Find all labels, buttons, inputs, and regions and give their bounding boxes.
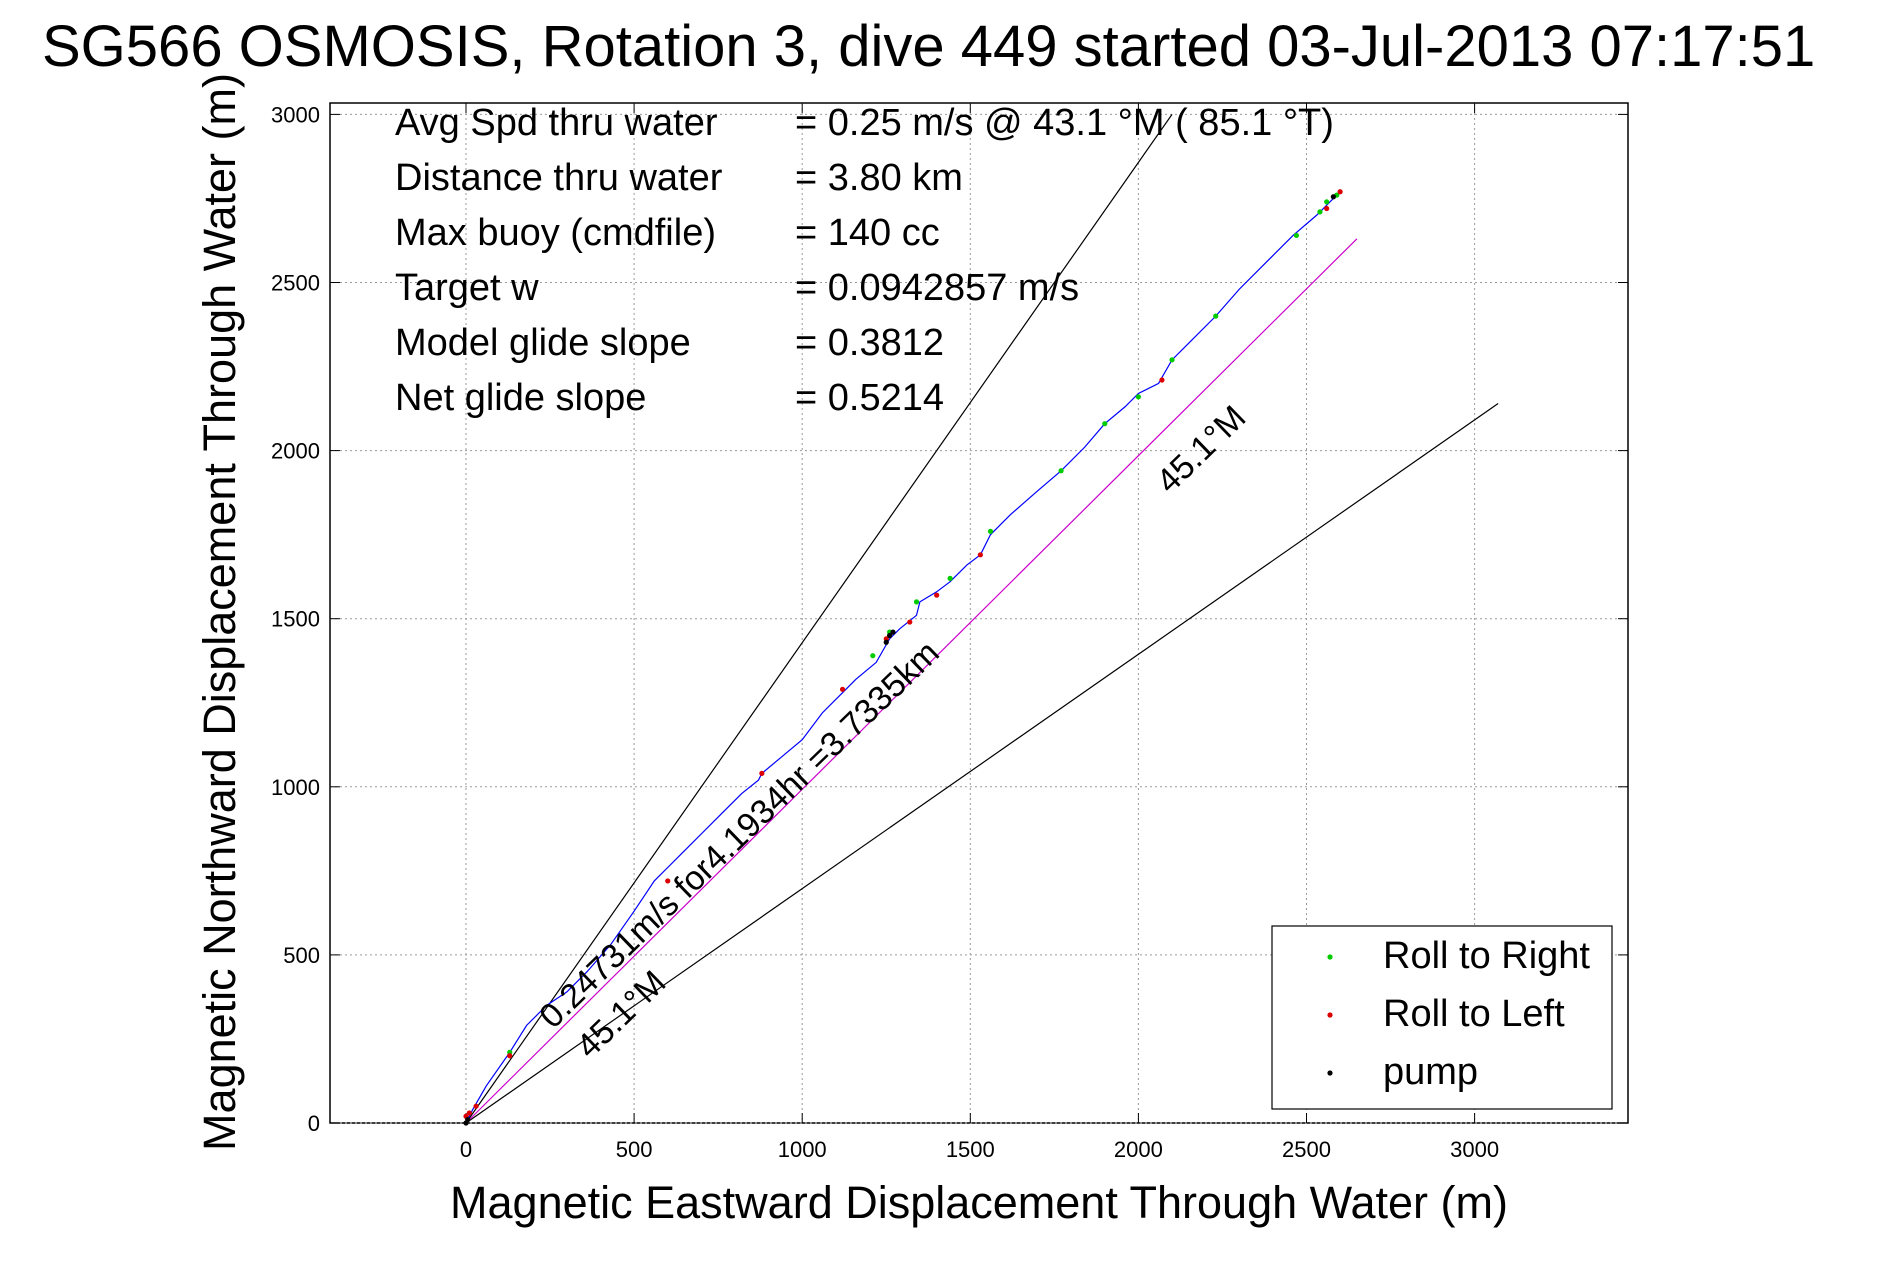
stat-label: Distance thru water bbox=[395, 157, 723, 199]
x-tick-label: 2500 bbox=[1282, 1137, 1331, 1162]
data-point-roll-to-left bbox=[473, 1103, 479, 1109]
legend-marker-roll-to-left bbox=[1327, 1012, 1333, 1018]
x-axis-label: Magnetic Eastward Displacement Through W… bbox=[450, 1177, 1508, 1228]
data-point-roll-to-left bbox=[1337, 189, 1343, 195]
data-point-roll-to-right bbox=[1102, 421, 1108, 427]
stats-block: Avg Spd thru water = 0.25 m/s @ 43.1 °M (… bbox=[395, 102, 1334, 419]
x-tick-label: 1500 bbox=[946, 1137, 995, 1162]
data-point-roll-to-right bbox=[1317, 209, 1323, 215]
data-point-roll-to-left bbox=[839, 686, 846, 692]
data-point-roll-to-left bbox=[1159, 377, 1165, 383]
data-point-pump bbox=[890, 629, 896, 635]
data-point-roll-to-right bbox=[987, 528, 994, 534]
legend-label-pump: pump bbox=[1383, 1051, 1478, 1093]
x-axis-ticks: 0 500 1000 1500 2000 2500 3000 bbox=[460, 103, 1499, 1162]
data-point-pump bbox=[887, 632, 893, 639]
legend-items: Roll to Right Roll to Left pump bbox=[1327, 935, 1590, 1093]
stat-value: = 0.5214 bbox=[795, 377, 944, 419]
legend-label-roll-to-left: Roll to Left bbox=[1383, 993, 1565, 1035]
data-point-roll-to-right bbox=[947, 575, 953, 581]
data-point-roll-to-left bbox=[934, 592, 940, 598]
legend-marker-roll-to-right bbox=[1327, 954, 1333, 960]
data-point-roll-to-right bbox=[1058, 468, 1064, 474]
data-point-pump bbox=[883, 639, 889, 645]
reference-line-mean-heading bbox=[465, 238, 1358, 1124]
x-tick-label: 0 bbox=[460, 1137, 472, 1162]
reference-line-upper-bound bbox=[465, 114, 1173, 1124]
y-tick-label: 2500 bbox=[271, 271, 320, 296]
x-tick-label: 500 bbox=[616, 1137, 653, 1162]
stat-label: Target w bbox=[395, 267, 539, 309]
data-point-roll-to-left bbox=[907, 619, 913, 625]
data-point-roll-to-left bbox=[977, 552, 983, 558]
y-tick-label: 500 bbox=[283, 943, 320, 968]
y-tick-label: 3000 bbox=[271, 102, 320, 127]
data-point-roll-to-left bbox=[759, 770, 765, 776]
stat-label: Model glide slope bbox=[395, 322, 691, 364]
stat-value: = 0.0942857 m/s bbox=[795, 267, 1079, 309]
series-markers bbox=[463, 189, 1343, 1126]
x-tick-label: 2000 bbox=[1114, 1137, 1163, 1162]
legend-marker-pump bbox=[1327, 1070, 1333, 1076]
data-point-pump bbox=[465, 1117, 471, 1123]
y-axis-ticks: 0 500 1000 1500 2000 2500 3000 bbox=[271, 102, 1628, 1136]
data-point-roll-to-right bbox=[1135, 394, 1141, 400]
chart-title: SG566 OSMOSIS, Rotation 3, dive 449 star… bbox=[42, 14, 1815, 79]
data-point-roll-to-right bbox=[1324, 199, 1330, 205]
y-tick-label: 2000 bbox=[271, 439, 320, 464]
stat-label: Avg Spd thru water bbox=[395, 102, 718, 144]
stat-value: = 3.80 km bbox=[795, 157, 963, 199]
reference-lines bbox=[465, 114, 1499, 1124]
y-tick-label: 1000 bbox=[271, 775, 320, 800]
stat-value: = 140 cc bbox=[795, 212, 940, 254]
data-point-roll-to-right bbox=[1169, 357, 1175, 363]
data-point-roll-to-right bbox=[913, 599, 920, 605]
x-tick-label: 3000 bbox=[1450, 1137, 1499, 1162]
data-point-roll-to-right bbox=[1293, 232, 1300, 239]
data-point-roll-to-left bbox=[665, 878, 671, 884]
reference-line-lower-bound bbox=[465, 403, 1499, 1124]
data-point-roll-to-left bbox=[507, 1053, 513, 1059]
x-tick-label: 1000 bbox=[778, 1137, 827, 1162]
stat-label: Net glide slope bbox=[395, 377, 646, 419]
y-tick-label: 1500 bbox=[271, 607, 320, 632]
stat-value: = 0.25 m/s @ 43.1 °M ( 85.1 °T) bbox=[795, 102, 1334, 144]
data-point-roll-to-left bbox=[466, 1110, 472, 1116]
data-point-pump bbox=[1330, 194, 1336, 200]
y-axis-label: Magnetic Northward Displacement Through … bbox=[194, 73, 245, 1151]
data-point-roll-to-right bbox=[870, 653, 876, 659]
data-point-roll-to-right bbox=[1213, 313, 1219, 319]
data-point-roll-to-left bbox=[1324, 205, 1330, 212]
stat-label: Max buoy (cmdfile) bbox=[395, 212, 716, 254]
legend: Roll to Right Roll to Left pump bbox=[1271, 925, 1613, 1110]
legend-label-roll-to-right: Roll to Right bbox=[1383, 935, 1590, 977]
stat-value: = 0.3812 bbox=[795, 322, 944, 364]
y-tick-label: 0 bbox=[308, 1111, 320, 1136]
